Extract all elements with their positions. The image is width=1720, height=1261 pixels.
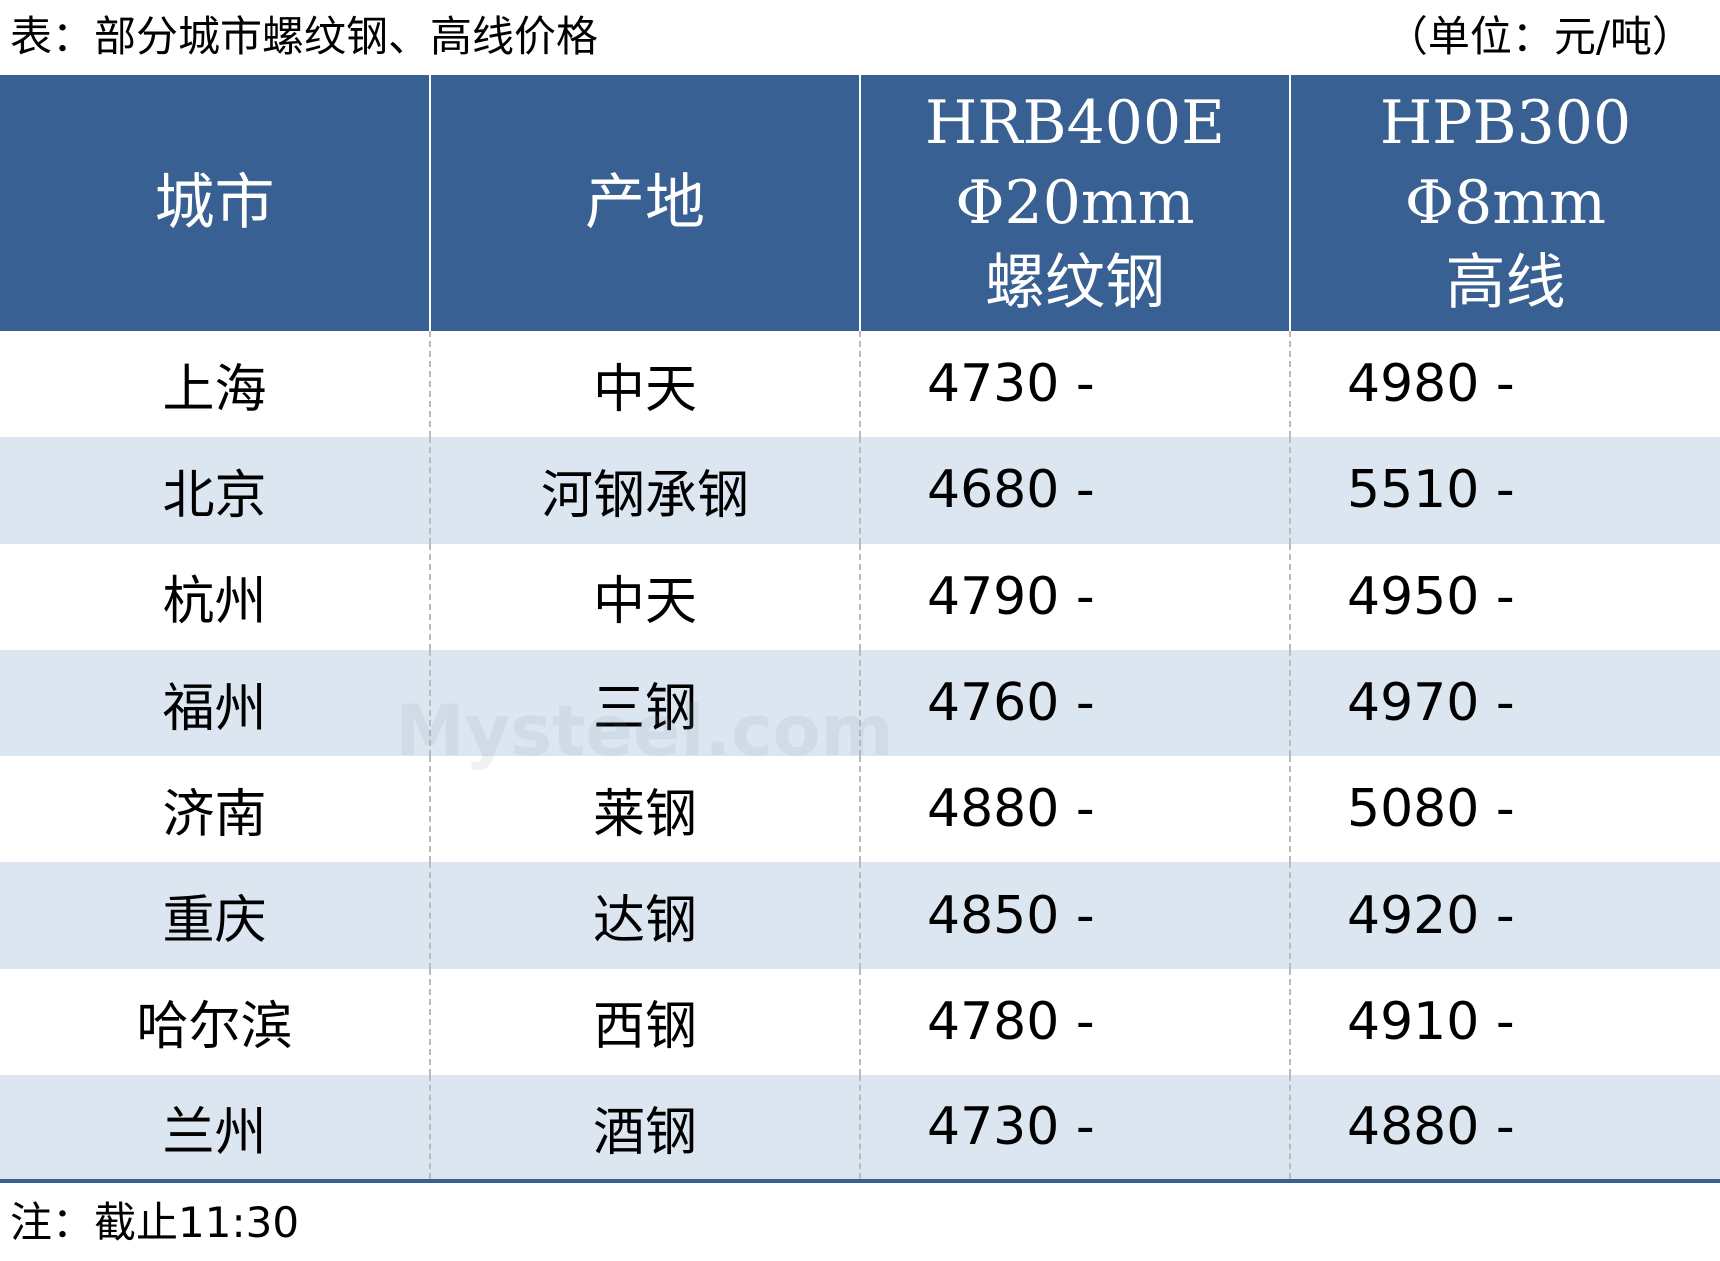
header-wire-size: Φ8mm (1404, 168, 1607, 238)
table-row: 福州 三钢 4760 -4970 - (0, 649, 1720, 757)
origin-cell: 达钢 (429, 862, 860, 969)
header-rebar-grade: HRB400E (925, 88, 1225, 158)
table-row: 哈尔滨 西钢 4780 -4910 - (0, 968, 1720, 1076)
table-row: 兰州 酒钢 4730 -4880 - (0, 1075, 1720, 1184)
unit-label: （单位：元/吨） (1385, 12, 1694, 61)
wire-price-cell: 5510 - (1289, 437, 1720, 544)
city-cell: 重庆 (0, 862, 430, 969)
origin-cell: 三钢 (429, 649, 860, 757)
origin-cell: 中天 (429, 543, 860, 650)
wire-price-cell: 4970 - (1289, 649, 1720, 757)
header-origin: 产地 (429, 75, 860, 331)
origin-cell: 酒钢 (429, 1075, 860, 1184)
header-wire: HPB300 Φ8mm 高线 (1289, 75, 1720, 331)
header-rebar-size: Φ20mm (955, 168, 1195, 238)
wire-price-cell: 4880 - (1289, 1075, 1720, 1184)
footnote: 注：截止11:30 (10, 1198, 300, 1247)
wire-price-cell: 4920 - (1289, 862, 1720, 969)
city-cell: 杭州 (162, 572, 267, 633)
table-row: 北京 河钢承钢 4680 -5510 - (0, 437, 1720, 544)
header-row: 城市 产地 HRB400E Φ20mm 螺纹钢 HPB300 Φ8mm 高线 (0, 75, 1720, 331)
header-wire-type: 高线 (1445, 248, 1566, 318)
rebar-price-cell: 4780 - (859, 968, 1290, 1076)
wire-price-cell: 5080 - (1289, 756, 1720, 863)
header-city-label: 城市 (154, 168, 275, 238)
wire-price-cell: 4980 - (1289, 331, 1720, 438)
city-cell: 上海 (162, 359, 267, 420)
rebar-price-cell: 4730 - (859, 331, 1290, 438)
rebar-price-cell: 4760 - (859, 649, 1290, 757)
rebar-price-cell: 4850 - (859, 862, 1290, 969)
city-cell: 济南 (162, 784, 267, 845)
origin-cell: 莱钢 (429, 756, 860, 863)
origin-cell: 中天 (429, 331, 860, 438)
header-city: 城市 (0, 75, 430, 331)
rebar-price-cell: 4680 - (859, 437, 1290, 544)
table-row: 上海 中天 4730 -4980 - (0, 331, 1720, 438)
table-row: 杭州 中天 4790 -4950 - (0, 543, 1720, 650)
origin-cell: 西钢 (429, 968, 860, 1076)
header-rebar: HRB400E Φ20mm 螺纹钢 (859, 75, 1290, 331)
header-wire-grade: HPB300 (1379, 88, 1632, 158)
city-cell: 哈尔滨 (136, 997, 293, 1058)
city-cell: 福州 (0, 649, 430, 757)
price-table: 城市 产地 HRB400E Φ20mm 螺纹钢 HPB300 Φ8mm 高线 上海 中天 4… (0, 75, 1720, 1184)
header-origin-label: 产地 (585, 168, 705, 238)
table-row: 济南 莱钢 4880 -5080 - (0, 756, 1720, 863)
rebar-price-cell: 4880 - (859, 756, 1290, 863)
rebar-price-cell: 4730 - (859, 1075, 1290, 1184)
table-title: 表：部分城市螺纹钢、高线价格 (10, 12, 599, 61)
wire-price-cell: 4910 - (1289, 968, 1720, 1076)
table-row: 重庆 达钢 4850 -4920 - (0, 862, 1720, 969)
rebar-price-cell: 4790 - (859, 543, 1290, 650)
city-cell: 北京 (0, 437, 430, 544)
wire-price-cell: 4950 - (1289, 543, 1720, 650)
city-cell: 兰州 (0, 1075, 430, 1184)
header-rebar-type: 螺纹钢 (985, 248, 1165, 318)
origin-cell: 河钢承钢 (429, 437, 860, 544)
